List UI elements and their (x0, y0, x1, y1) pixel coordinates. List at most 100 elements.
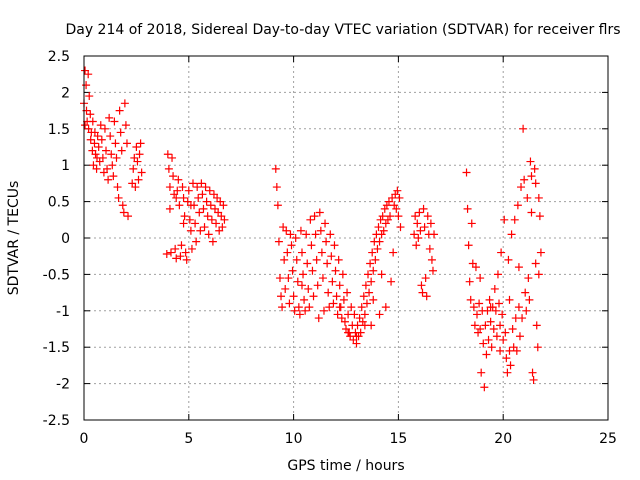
data-point (534, 270, 543, 279)
data-point (486, 303, 495, 312)
data-point (465, 277, 474, 286)
data-point (462, 168, 471, 177)
data-point (325, 303, 334, 312)
data-point (476, 274, 485, 283)
data-point (198, 190, 207, 199)
data-point (312, 255, 321, 264)
data-point (185, 215, 194, 224)
data-point (307, 241, 316, 250)
data-point (135, 150, 144, 159)
data-point (277, 292, 286, 301)
y-tick-label: -2.5 (43, 413, 70, 429)
data-point (352, 332, 361, 341)
data-point (117, 146, 126, 155)
data-point (206, 201, 215, 210)
data-point (293, 277, 302, 286)
data-point (481, 321, 490, 330)
data-point (500, 215, 509, 224)
data-point (512, 346, 521, 355)
data-point (202, 197, 211, 206)
data-point (366, 259, 375, 268)
data-point (328, 277, 337, 286)
x-tick-label: 0 (80, 431, 89, 447)
data-point (96, 121, 105, 130)
data-point (347, 303, 356, 312)
data-point (381, 303, 390, 312)
data-point (201, 183, 210, 192)
data-point (477, 368, 486, 377)
data-point (218, 223, 227, 232)
data-point (489, 325, 498, 333)
data-point (425, 244, 434, 253)
data-point (502, 354, 511, 363)
data-point (357, 303, 366, 312)
data-point (176, 252, 185, 261)
data-point (330, 241, 339, 250)
data-point (85, 92, 94, 101)
data-point (428, 266, 437, 275)
y-tick-label: 0.5 (48, 195, 70, 211)
data-point (318, 274, 327, 283)
data-points (80, 66, 545, 392)
data-point (531, 259, 540, 268)
data-point (495, 299, 504, 308)
data-point (522, 306, 531, 315)
data-point (163, 150, 172, 159)
y-tick-label: -2 (56, 377, 70, 393)
data-point (335, 303, 344, 312)
data-point (186, 226, 195, 235)
data-point (219, 201, 228, 210)
data-point (375, 237, 384, 246)
y-tick-label: -0.5 (43, 267, 70, 283)
data-point (107, 150, 116, 159)
data-point (102, 146, 111, 155)
data-point (504, 255, 513, 264)
data-point (376, 215, 385, 224)
data-point (322, 237, 331, 246)
data-point (317, 248, 326, 257)
data-point (313, 281, 322, 290)
data-point (91, 150, 100, 159)
data-point (110, 117, 119, 126)
data-point (199, 204, 208, 213)
data-point (527, 208, 536, 217)
data-point (521, 288, 530, 297)
data-point (113, 183, 122, 192)
data-point (356, 328, 365, 337)
data-point (390, 201, 399, 210)
data-point (187, 244, 196, 253)
y-tick-labels: -2.5 -2 -1.5 -1 -0.5 0 0.5 1 1.5 2 2.5 (43, 49, 70, 429)
data-point (343, 288, 352, 297)
data-point (204, 230, 213, 239)
data-point (490, 284, 499, 293)
data-point (474, 328, 483, 337)
data-point (473, 310, 481, 319)
data-point (137, 168, 146, 177)
data-point (168, 153, 177, 162)
data-point (368, 248, 377, 257)
data-point (362, 299, 371, 308)
data-point (294, 303, 303, 312)
data-point (529, 375, 538, 384)
data-point (467, 219, 476, 228)
data-point (374, 223, 383, 232)
data-point (369, 266, 378, 275)
data-point (84, 70, 93, 79)
data-point (464, 241, 473, 250)
data-point (205, 186, 214, 195)
data-point (499, 335, 508, 344)
data-point (519, 124, 528, 133)
data-point (395, 193, 404, 202)
x-tick-label: 20 (494, 431, 512, 447)
data-point (493, 270, 502, 279)
data-point (486, 317, 495, 326)
data-point (505, 295, 514, 304)
data-point (491, 306, 500, 315)
data-point (86, 110, 95, 119)
data-point (338, 270, 347, 279)
data-point (311, 230, 320, 239)
data-point (375, 310, 384, 319)
data-point (352, 339, 361, 348)
y-tick-label: 1.5 (48, 122, 70, 138)
data-point (173, 186, 182, 195)
